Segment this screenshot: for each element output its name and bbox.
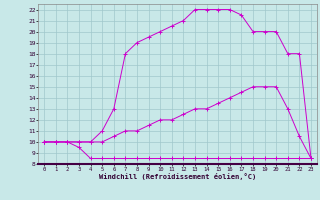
X-axis label: Windchill (Refroidissement éolien,°C): Windchill (Refroidissement éolien,°C) [99, 173, 256, 180]
